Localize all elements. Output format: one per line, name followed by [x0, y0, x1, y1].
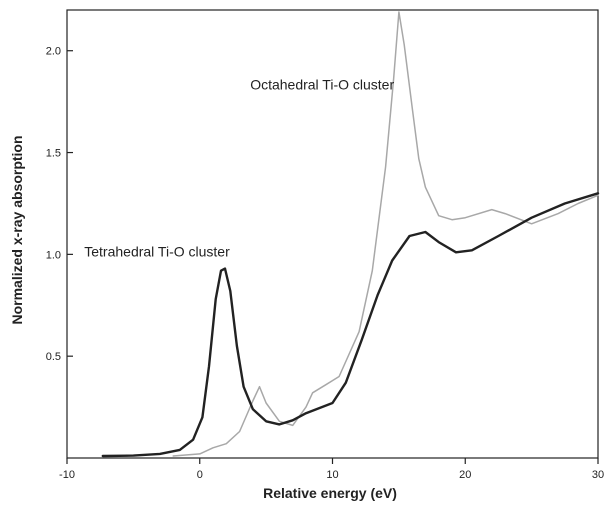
series-line-octahedral — [172, 11, 599, 457]
y-tick-label: 0.5 — [46, 351, 61, 363]
x-axis: -10 0 10 20 30 — [59, 458, 604, 481]
x-tick-label: 20 — [459, 469, 471, 481]
y-tick-label: 2.0 — [46, 46, 61, 58]
x-tick-label: -10 — [59, 469, 75, 481]
series-line-tetrahedral — [101, 192, 600, 458]
y-tick-label: 1.0 — [46, 249, 61, 261]
y-axis-title: Normalized x-ray absorption — [9, 135, 25, 324]
x-axis-title: Relative energy (eV) — [263, 485, 397, 501]
series-layer — [101, 11, 600, 458]
annotation-label: Octahedral Ti-O cluster — [250, 76, 394, 92]
x-tick-label: 0 — [197, 469, 203, 481]
annotation-layer: Tetrahedral Ti-O cluster Octahedral Ti-O … — [84, 76, 394, 259]
annotation-label: Tetrahedral Ti-O cluster — [84, 243, 230, 259]
y-tick-label: 1.5 — [46, 148, 61, 160]
y-axis: 0.5 1.0 1.5 2.0 — [46, 46, 73, 363]
x-tick-label: 10 — [326, 469, 338, 481]
x-tick-label: 30 — [592, 469, 604, 481]
